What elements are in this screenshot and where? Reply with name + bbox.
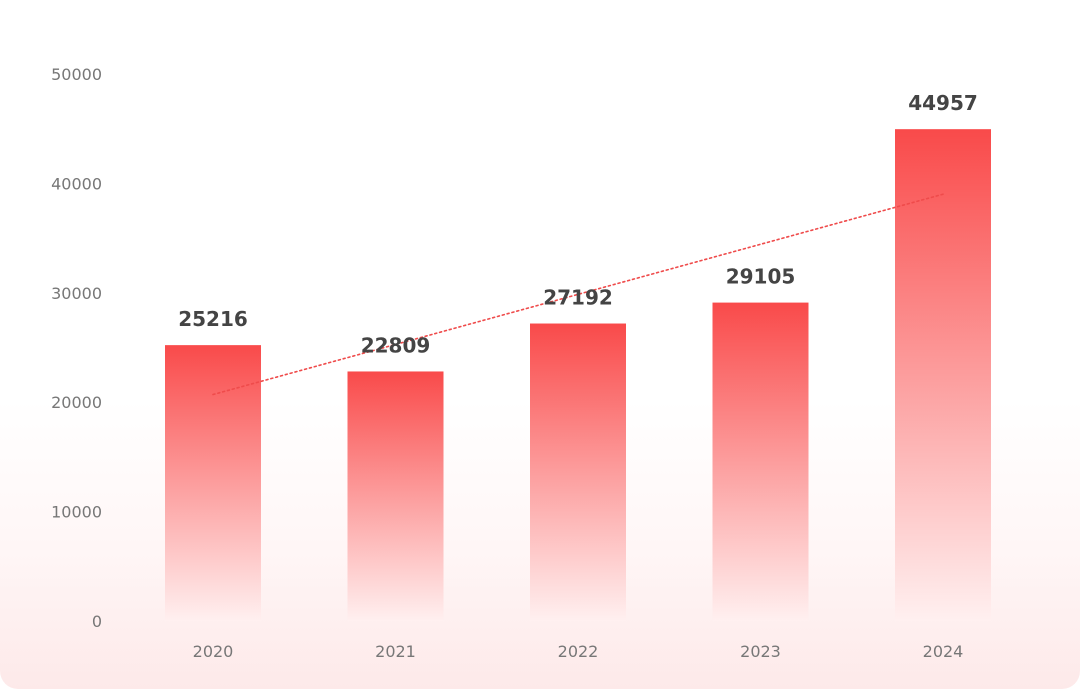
y-tick-label-40000: 40000 xyxy=(51,174,102,193)
y-tick-label-30000: 30000 xyxy=(51,284,102,303)
x-tick-label-2021: 2021 xyxy=(375,642,416,661)
trend-line xyxy=(212,193,944,396)
bar-2024 xyxy=(895,129,991,622)
value-labels: 25216 22809 27192 29105 44957 xyxy=(178,91,978,357)
x-tick-label-2020: 2020 xyxy=(193,642,234,661)
x-tick-label-2024: 2024 xyxy=(923,642,964,661)
x-tick-label-2022: 2022 xyxy=(558,642,599,661)
y-tick-label-50000: 50000 xyxy=(51,65,102,84)
value-label-2024: 44957 xyxy=(908,91,978,115)
value-label-2021: 22809 xyxy=(361,333,431,357)
value-label-2020: 25216 xyxy=(178,307,248,331)
bar-2023 xyxy=(712,302,809,621)
y-tick-label-0: 0 xyxy=(92,612,102,631)
x-tick-label-2023: 2023 xyxy=(740,642,781,661)
value-label-2023: 29105 xyxy=(726,265,796,289)
value-label-2022: 27192 xyxy=(543,286,613,310)
trendline xyxy=(212,193,944,396)
bar-2021 xyxy=(347,371,444,621)
x-axis: 2020 2021 2022 2023 2024 xyxy=(193,642,964,661)
y-tick-label-10000: 10000 xyxy=(51,503,102,522)
bar-2022 xyxy=(530,323,626,621)
y-tick-label-20000: 20000 xyxy=(51,393,102,412)
y-axis: 0 10000 20000 30000 40000 50000 xyxy=(51,65,102,631)
bars xyxy=(165,129,991,622)
bar-2020 xyxy=(165,345,261,621)
